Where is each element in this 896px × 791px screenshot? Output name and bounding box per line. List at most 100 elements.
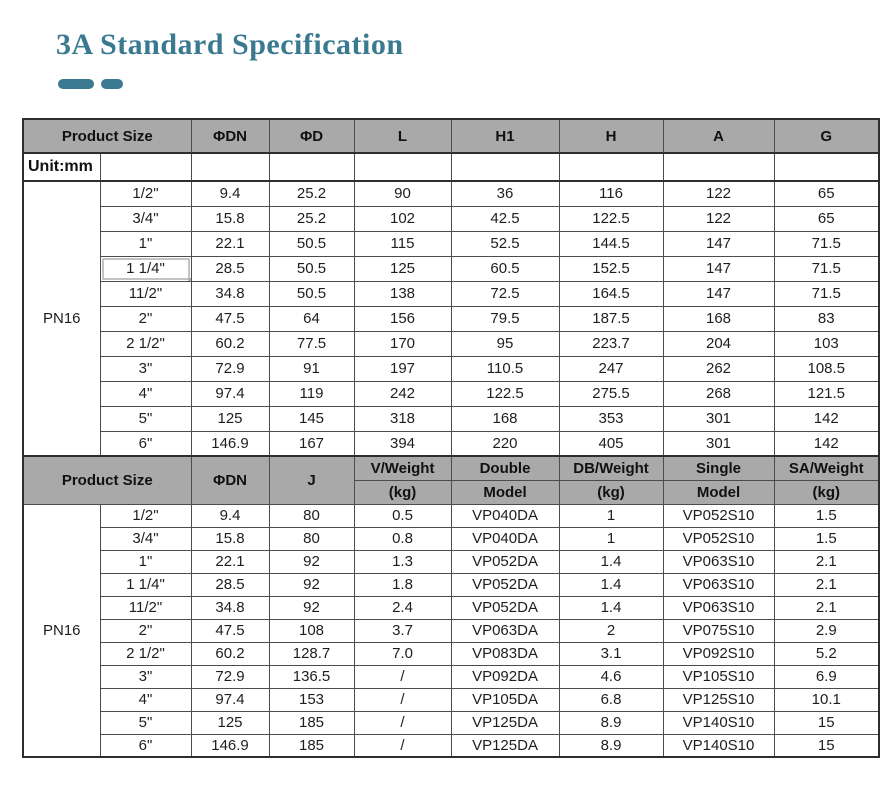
table-row: 1 1/4" 28.5 50.5 125 60.5 152.5 147 71.5 [23, 255, 880, 282]
value-cell: 83 [773, 305, 880, 332]
unit-label: Unit:mm [22, 152, 101, 182]
value-cell: 164.5 [558, 280, 664, 307]
value-cell: 146.9 [190, 430, 270, 457]
unit-row-cell [268, 152, 355, 182]
value-cell: 28.5 [190, 572, 270, 597]
column-header: ΦDN [190, 118, 270, 154]
underline-dash-long [58, 79, 94, 89]
value-cell: 318 [353, 405, 452, 432]
value-cell: 147 [662, 280, 775, 307]
column-header: ΦD [268, 118, 355, 154]
value-cell: 90 [353, 180, 452, 207]
value-cell: 147 [662, 255, 775, 282]
value-cell: 353 [558, 405, 664, 432]
value-cell: VP092DA [450, 664, 560, 689]
value-cell: VP052S10 [662, 526, 775, 551]
value-cell: 204 [662, 330, 775, 357]
size-cell: 2 1/2" [99, 330, 192, 357]
size-cell: 2" [99, 305, 192, 332]
value-cell: 72.9 [190, 355, 270, 382]
table-row: 3" 72.9 136.5/VP092DA 4.6 VP105S10 6.9 [23, 664, 880, 689]
value-cell: 8.9 [558, 710, 664, 735]
unit-row-cell [190, 152, 270, 182]
column-header: V/Weight [353, 455, 452, 481]
value-cell: 28.5 [190, 255, 270, 282]
value-cell: 168 [662, 305, 775, 332]
size-cell: 5" [99, 710, 192, 735]
column-header: ΦDN [190, 455, 270, 505]
value-cell: 47.5 [190, 305, 270, 332]
value-cell: 2.1 [773, 572, 880, 597]
size-cell: 1 1/4" [99, 255, 192, 282]
dimension-table-header: Product Size ΦDN ΦD L H1 H A G [22, 118, 880, 154]
column-header: Single [662, 455, 775, 481]
value-cell: 9.4 [190, 180, 270, 207]
column-header: A [662, 118, 775, 154]
value-cell: 72.9 [190, 664, 270, 689]
table-row: 2" 47.5 108 3.7 VP063DA 2 VP075S10 2.9 [23, 618, 880, 643]
weight-table-header: Product Size ΦDN J V/Weight Double DB/Weight S… [22, 455, 880, 505]
value-cell: 7.0 [353, 641, 452, 666]
size-cell: 1/2" [99, 503, 192, 528]
value-cell: 242 [353, 380, 452, 407]
value-cell: 1.4 [558, 549, 664, 574]
value-cell: 10.1 [773, 687, 880, 712]
value-cell: 0.5 [353, 503, 452, 528]
value-cell: 103 [773, 330, 880, 357]
value-cell: 92 [268, 595, 355, 620]
underline-dash-short [101, 79, 123, 89]
value-cell: 34.8 [190, 280, 270, 307]
table-row: 1" 22.1 92 1.3 VP052DA 1.4 VP063S10 2.1 [23, 549, 880, 574]
value-cell: 102 [353, 205, 452, 232]
value-cell: 97.4 [190, 380, 270, 407]
value-cell: 125 [190, 710, 270, 735]
value-cell: 60.2 [190, 641, 270, 666]
value-cell: 394 [353, 430, 452, 457]
column-header: G [773, 118, 880, 154]
value-cell: 142 [773, 405, 880, 432]
value-cell: 144.5 [558, 230, 664, 257]
value-cell: VP140S10 [662, 733, 775, 758]
table-row: 5" 125 185/VP125DA 8.9 VP140S10 15 [23, 710, 880, 735]
value-cell: 125 [353, 255, 452, 282]
table-row: 3" 72.9 91 197 110.5 247 262 108.5 [23, 355, 880, 382]
group-label: PN16 [22, 180, 101, 457]
value-cell: / [353, 710, 452, 735]
value-cell: 247 [558, 355, 664, 382]
table-row: 3/4" 15.8 25.2 102 42.5 122.5 122 65 [23, 205, 880, 232]
value-cell: 122.5 [558, 205, 664, 232]
value-cell: 1.5 [773, 503, 880, 528]
value-cell: 25.2 [268, 180, 355, 207]
size-cell: 1" [99, 230, 192, 257]
page-title: 3A Standard Specification [56, 28, 404, 61]
table-row: 11/2" 34.8 50.5 138 72.5 164.5 147 71.5 [23, 280, 880, 307]
value-cell: 2.1 [773, 549, 880, 574]
value-cell: 6.9 [773, 664, 880, 689]
unit-row-cell [353, 152, 452, 182]
size-cell: 3/4" [99, 526, 192, 551]
value-cell: 197 [353, 355, 452, 382]
value-cell: 136.5 [268, 664, 355, 689]
value-cell: VP052DA [450, 572, 560, 597]
title-underline [58, 79, 123, 89]
value-cell: 156 [353, 305, 452, 332]
value-cell: 146.9 [190, 733, 270, 758]
value-cell: 147 [662, 230, 775, 257]
value-cell: 122 [662, 180, 775, 207]
value-cell: 91 [268, 355, 355, 382]
value-cell: 119 [268, 380, 355, 407]
value-cell: 128.7 [268, 641, 355, 666]
value-cell: VP125S10 [662, 687, 775, 712]
value-cell: 301 [662, 405, 775, 432]
value-cell: 1 [558, 526, 664, 551]
size-cell: 6" [99, 733, 192, 758]
value-cell: 168 [450, 405, 560, 432]
size-cell: 11/2" [99, 280, 192, 307]
value-cell: 9.4 [190, 503, 270, 528]
size-cell: 1 1/4" [99, 572, 192, 597]
value-cell: 22.1 [190, 549, 270, 574]
unit-row-cell [450, 152, 560, 182]
value-cell: 153 [268, 687, 355, 712]
value-cell: 42.5 [450, 205, 560, 232]
value-cell: 152.5 [558, 255, 664, 282]
